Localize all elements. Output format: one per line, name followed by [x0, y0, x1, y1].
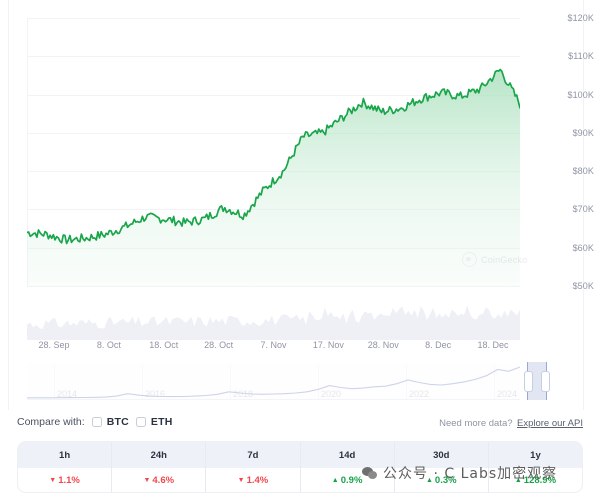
gridline	[27, 286, 520, 287]
x-axis-tick: 28. Nov	[367, 340, 399, 350]
gridline	[27, 94, 520, 96]
compare-controls: Compare with: BTC ETH	[17, 416, 173, 428]
coingecko-watermark-label: CoinGecko	[481, 254, 528, 265]
change-value: 0.3%	[434, 474, 457, 486]
caret-down-icon: ▼	[143, 476, 151, 484]
table-cell: ▼ 1.1%	[18, 468, 113, 492]
y-axis-tick: $60K	[572, 242, 594, 253]
navigator-dim-left	[27, 362, 527, 400]
price-change-table: 1h 24h 7d 14d 30d 1y ▼ 1.1% ▼ 4.6% ▼ 1.4% ▲ 0.9% ▲ 0.3…	[17, 441, 583, 493]
y-axis-tick: $100K	[567, 89, 594, 100]
price-line-plot	[27, 68, 520, 286]
table-header-cell: 1y	[530, 449, 541, 461]
price-chart[interactable]: $120K $110K $100K $90K $80K $70K $60K $50K Coin…	[0, 0, 600, 300]
gecko-logo-icon	[462, 252, 477, 267]
table-header-row: 1h 24h 7d 14d 30d 1y	[18, 442, 582, 468]
compare-row: Compare with: BTC ETH Need more data? Ex…	[17, 412, 583, 432]
gridline	[27, 18, 520, 19]
table-cell: ▲ 0.9%	[301, 468, 395, 492]
change-value: 4.6%	[152, 474, 175, 486]
api-note-group: Need more data? Explore our API	[439, 413, 583, 431]
y-axis-tick: $50K	[572, 281, 594, 291]
x-axis-tick: 28. Sep	[38, 340, 70, 350]
gridline	[27, 171, 520, 173]
navigator-handle-left[interactable]	[524, 371, 533, 392]
caret-up-icon: ▲	[331, 476, 339, 484]
caret-down-icon: ▼	[49, 476, 57, 484]
coingecko-watermark: CoinGecko	[462, 252, 527, 267]
caret-up-icon: ▲	[514, 476, 522, 484]
y-axis-tick: $90K	[572, 127, 594, 138]
table-cell: ▼ 4.6%	[112, 468, 207, 492]
table-header-cell: 24h	[112, 442, 207, 468]
range-navigator[interactable]: 201420162018202020222024	[27, 362, 550, 400]
x-axis-labels: 28. Sep 8. Oct 18. Oct 28. Oct 7. Nov 17. Nov…	[0, 340, 600, 356]
volume-strip	[27, 305, 520, 340]
table-row: ▼ 1.1% ▼ 4.6% ▼ 1.4% ▲ 0.9% ▲ 0.3% ▲ 128.9%	[18, 468, 582, 492]
table-header-cell: 7d	[206, 442, 301, 468]
navigator-selected-range[interactable]	[524, 362, 550, 400]
compare-checkbox-eth[interactable]: ETH	[135, 416, 173, 428]
x-axis-tick: 17. Nov	[312, 340, 344, 350]
x-axis-tick: 18. Oct	[149, 340, 179, 350]
x-axis-tick: 8. Oct	[96, 340, 121, 350]
y-axis-tick: $70K	[572, 204, 594, 215]
gridline	[27, 56, 520, 58]
y-axis-tick: $110K	[568, 51, 594, 62]
caret-up-icon: ▲	[425, 476, 433, 484]
table-cell: ▲ 128.9%	[489, 468, 582, 492]
navigator-handle-right[interactable]	[541, 371, 550, 392]
change-value: 0.9%	[340, 474, 363, 486]
checkbox-icon-eth[interactable]	[135, 417, 146, 427]
table-header-cell: 30d	[395, 442, 489, 468]
x-axis-tick: 8. Dec	[425, 340, 452, 350]
x-axis-tick: 18. Dec	[477, 340, 509, 350]
caret-down-icon: ▼	[237, 476, 245, 484]
table-cell: ▼ 1.4%	[206, 468, 301, 492]
change-value: 1.4%	[246, 474, 269, 486]
y-axis-tick: $120K	[567, 13, 594, 23]
x-axis-tick: 7. Nov	[260, 340, 287, 350]
table-cell: ▲ 0.3%	[395, 468, 489, 492]
explore-api-link[interactable]: Explore our API	[516, 418, 583, 429]
compare-label: Compare with:	[17, 416, 85, 428]
table-header-cell: 1h	[18, 442, 113, 468]
change-value: 128.9%	[523, 474, 557, 486]
y-axis-tick: $80K	[572, 166, 594, 177]
checkbox-icon-btc[interactable]	[91, 417, 102, 427]
compare-label-btc: BTC	[106, 416, 129, 428]
change-value: 1.1%	[58, 474, 80, 486]
table-header-cell: 14d	[301, 442, 395, 468]
compare-checkbox-btc[interactable]: BTC	[91, 416, 129, 428]
gridline	[27, 132, 520, 134]
y-axis-line	[27, 18, 28, 286]
x-axis-tick: 28. Oct	[204, 340, 234, 350]
compare-label-eth: ETH	[150, 416, 173, 428]
api-note-text: Need more data?	[439, 418, 513, 429]
